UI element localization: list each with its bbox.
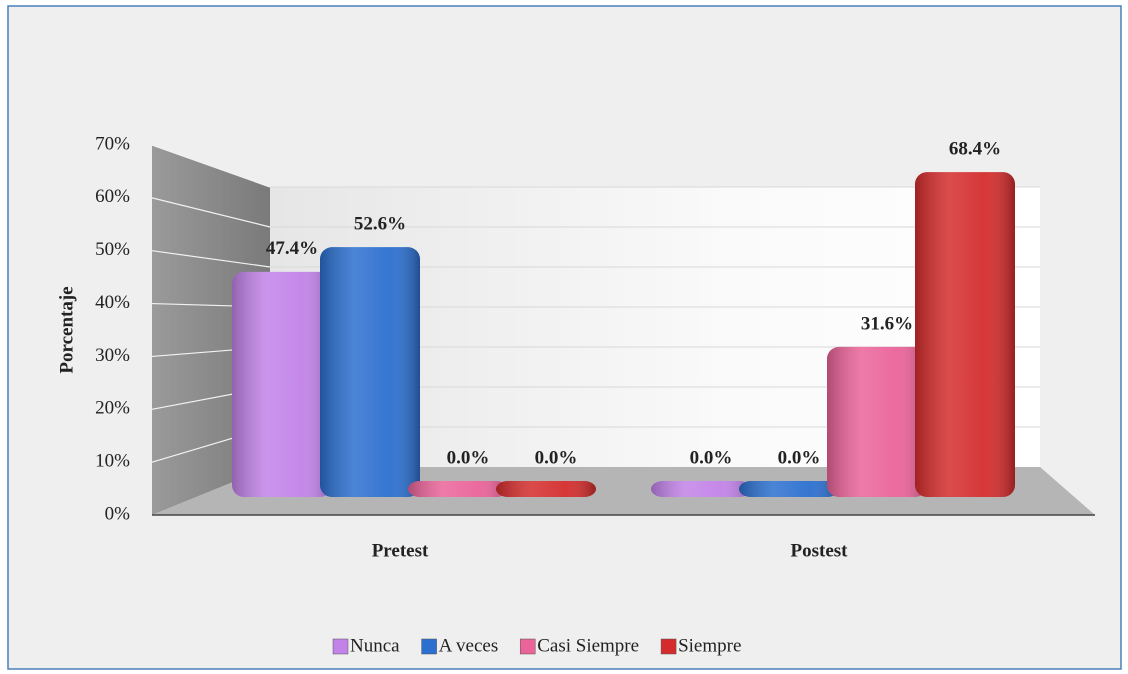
data-label: 0.0% — [690, 447, 733, 468]
bar-shading — [915, 172, 1015, 497]
bar-shading — [827, 346, 927, 497]
data-label: 68.4% — [949, 138, 1001, 159]
data-label: 47.4% — [266, 238, 318, 259]
y-tick-label: 70% — [95, 133, 130, 154]
y-tick-label: 0% — [105, 503, 131, 524]
legend-swatch — [421, 638, 437, 655]
grid-line — [151, 197, 271, 228]
y-tick-label: 30% — [95, 345, 130, 366]
legend-label: Casi Siempre — [537, 635, 639, 656]
legend-swatch — [519, 638, 536, 655]
data-label: 0.0% — [778, 447, 821, 468]
bar-shading — [739, 481, 839, 497]
data-label: 0.0% — [535, 447, 578, 468]
bar-shading — [320, 247, 420, 497]
bar-shading — [408, 481, 508, 497]
grid-line — [151, 250, 271, 268]
bar-shading — [496, 481, 596, 497]
y-tick-label: 10% — [95, 451, 130, 472]
legend-label: Siempre — [678, 635, 741, 656]
legend-label: Nunca — [350, 635, 400, 656]
legend-label: A veces — [439, 635, 499, 656]
data-label: 52.6% — [354, 214, 406, 235]
x-tick-label: Pretest — [372, 540, 429, 561]
data-label: 31.6% — [861, 313, 913, 334]
data-label: 0.0% — [447, 447, 490, 468]
y-tick-label: 40% — [95, 292, 130, 313]
y-tick-label: 50% — [95, 239, 130, 260]
y-axis-label: Porcentaje — [56, 286, 77, 373]
legend-swatch — [332, 638, 349, 655]
bar-shading — [232, 271, 332, 497]
grid-line — [151, 144, 271, 188]
bar-shading — [651, 481, 751, 497]
y-tick-label: 60% — [95, 186, 130, 207]
legend-swatch — [660, 638, 677, 655]
x-tick-label: Postest — [791, 540, 849, 561]
y-tick-label: 20% — [95, 398, 130, 419]
